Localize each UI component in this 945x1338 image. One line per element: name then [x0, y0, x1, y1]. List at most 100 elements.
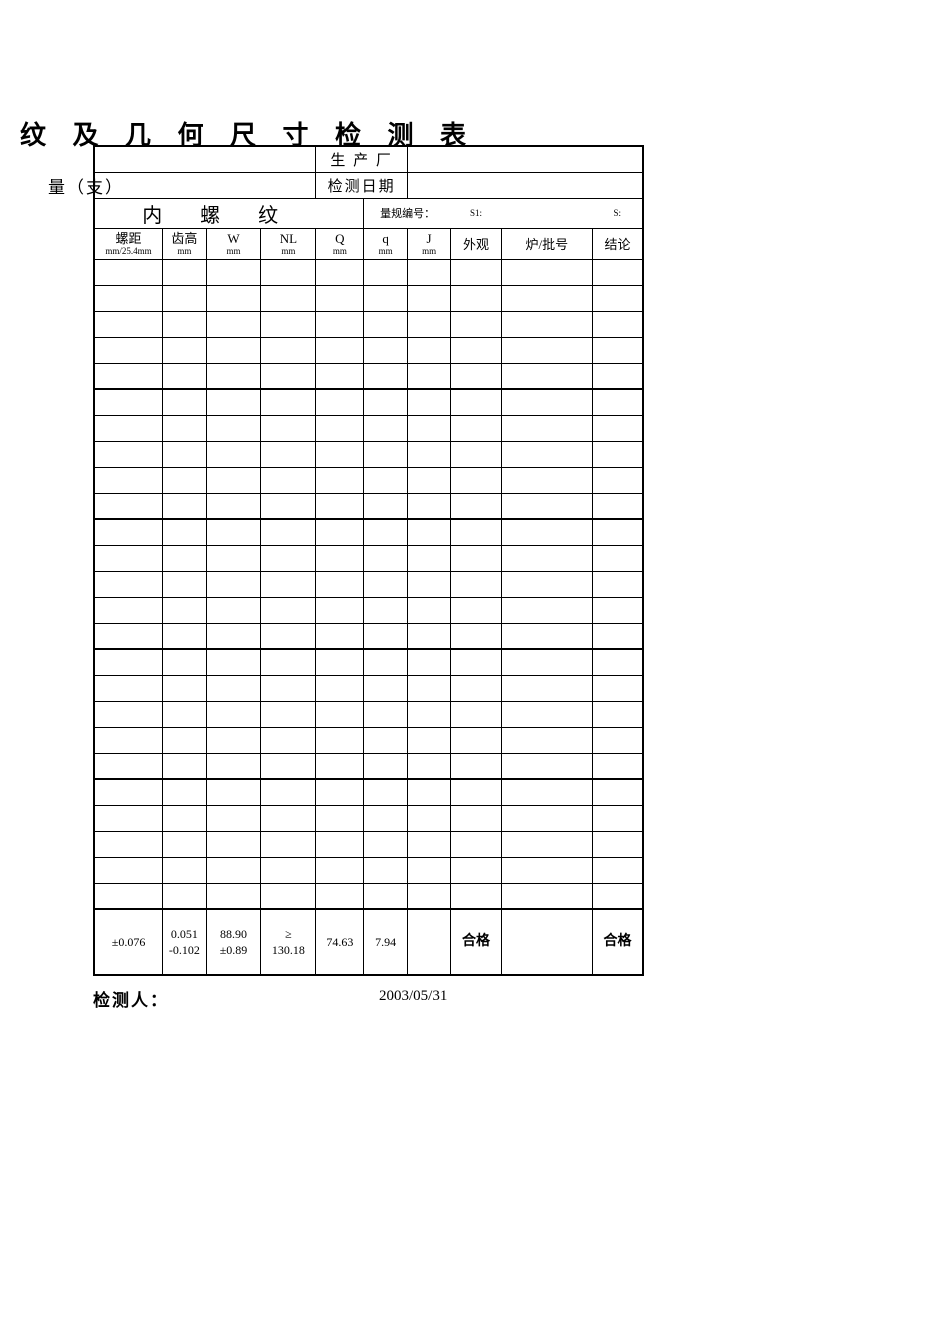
- cell-batch: [501, 519, 592, 545]
- footer-line: 检测人： 2003/05/31: [93, 980, 644, 1010]
- cell-result: [593, 753, 643, 779]
- table-row: [94, 467, 643, 493]
- cell-look: [451, 259, 501, 285]
- cell-NL: [261, 597, 316, 623]
- cell-look: [451, 571, 501, 597]
- cell-pitch: [94, 389, 163, 415]
- cell-Q: [316, 311, 364, 337]
- cell-look: [451, 519, 501, 545]
- cell-result: [593, 805, 643, 831]
- cell-result: [593, 571, 643, 597]
- cell-batch: [501, 389, 592, 415]
- inspection-table: 生 产 厂检测日期内螺纹量规编号：S1:S:螺距mm/25.4mm齿高mmWmm…: [93, 145, 644, 976]
- cell-q: [364, 805, 407, 831]
- cell-batch: [501, 883, 592, 909]
- cell-look: [451, 701, 501, 727]
- cell-Q: [316, 259, 364, 285]
- cell-J: [407, 753, 450, 779]
- gauge-number-label: 量规编号：: [364, 198, 451, 228]
- table-row: [94, 389, 643, 415]
- cell-NL: [261, 571, 316, 597]
- table-row: [94, 649, 643, 675]
- cell-tooth: [163, 675, 206, 701]
- cell-pitch: [94, 675, 163, 701]
- cell-pitch: [94, 857, 163, 883]
- cell-Q: [316, 571, 364, 597]
- cell-q: [364, 519, 407, 545]
- cell-q: [364, 857, 407, 883]
- cell-result: [593, 389, 643, 415]
- cell-J: [407, 675, 450, 701]
- table-row: [94, 337, 643, 363]
- cell-look: [451, 467, 501, 493]
- cell-pitch: [94, 467, 163, 493]
- cell-batch: [501, 623, 592, 649]
- cell-q: [364, 649, 407, 675]
- cell-q: [364, 571, 407, 597]
- cell-tooth: [163, 623, 206, 649]
- cell-q: [364, 831, 407, 857]
- cell-tooth: [163, 597, 206, 623]
- cell-W: [206, 337, 261, 363]
- cell-q: [364, 311, 407, 337]
- cell-pitch: [94, 519, 163, 545]
- table-row: [94, 805, 643, 831]
- form-wrapper: 生 产 厂检测日期内螺纹量规编号：S1:S:螺距mm/25.4mm齿高mmWmm…: [93, 145, 644, 1010]
- table-row: [94, 753, 643, 779]
- cell-pitch: [94, 545, 163, 571]
- cell-batch: [501, 467, 592, 493]
- cell-look: [451, 389, 501, 415]
- cell-pitch: [94, 259, 163, 285]
- cell-result: [593, 415, 643, 441]
- table-row: [94, 441, 643, 467]
- cell-J: [407, 415, 450, 441]
- cell-Q: [316, 883, 364, 909]
- cell-result: [593, 727, 643, 753]
- cell-result: [593, 337, 643, 363]
- cell-NL: [261, 259, 316, 285]
- gauge-s1: S1:: [451, 198, 501, 228]
- cell-NL: [261, 415, 316, 441]
- cell-J: [407, 441, 450, 467]
- cell-J: [407, 727, 450, 753]
- cell-q: [364, 415, 407, 441]
- colhdr-W: Wmm: [206, 228, 261, 259]
- colhdr-q: qmm: [364, 228, 407, 259]
- cell-Q: [316, 805, 364, 831]
- cell-result: [593, 519, 643, 545]
- cell-W: [206, 519, 261, 545]
- cell-J: [407, 259, 450, 285]
- cell-batch: [501, 805, 592, 831]
- cell-tooth: [163, 389, 206, 415]
- table-row: [94, 311, 643, 337]
- cell-tooth: [163, 779, 206, 805]
- cell-J: [407, 493, 450, 519]
- cell-W: [206, 441, 261, 467]
- cell-tooth: [163, 701, 206, 727]
- cell-W: [206, 805, 261, 831]
- tolerance-J: [407, 909, 450, 975]
- cell-J: [407, 389, 450, 415]
- cell-Q: [316, 779, 364, 805]
- cell-q: [364, 675, 407, 701]
- cell-pitch: [94, 831, 163, 857]
- table-row: [94, 285, 643, 311]
- cell-pitch: [94, 727, 163, 753]
- cell-Q: [316, 857, 364, 883]
- cell-q: [364, 545, 407, 571]
- cell-look: [451, 675, 501, 701]
- cell-tooth: [163, 831, 206, 857]
- cell-look: [451, 545, 501, 571]
- table-row: [94, 415, 643, 441]
- cell-NL: [261, 519, 316, 545]
- cell-tooth: [163, 649, 206, 675]
- cell-pitch: [94, 415, 163, 441]
- cell-Q: [316, 337, 364, 363]
- cell-J: [407, 311, 450, 337]
- cell-W: [206, 883, 261, 909]
- cell-batch: [501, 597, 592, 623]
- cell-look: [451, 337, 501, 363]
- cell-J: [407, 571, 450, 597]
- cell-q: [364, 467, 407, 493]
- cell-W: [206, 285, 261, 311]
